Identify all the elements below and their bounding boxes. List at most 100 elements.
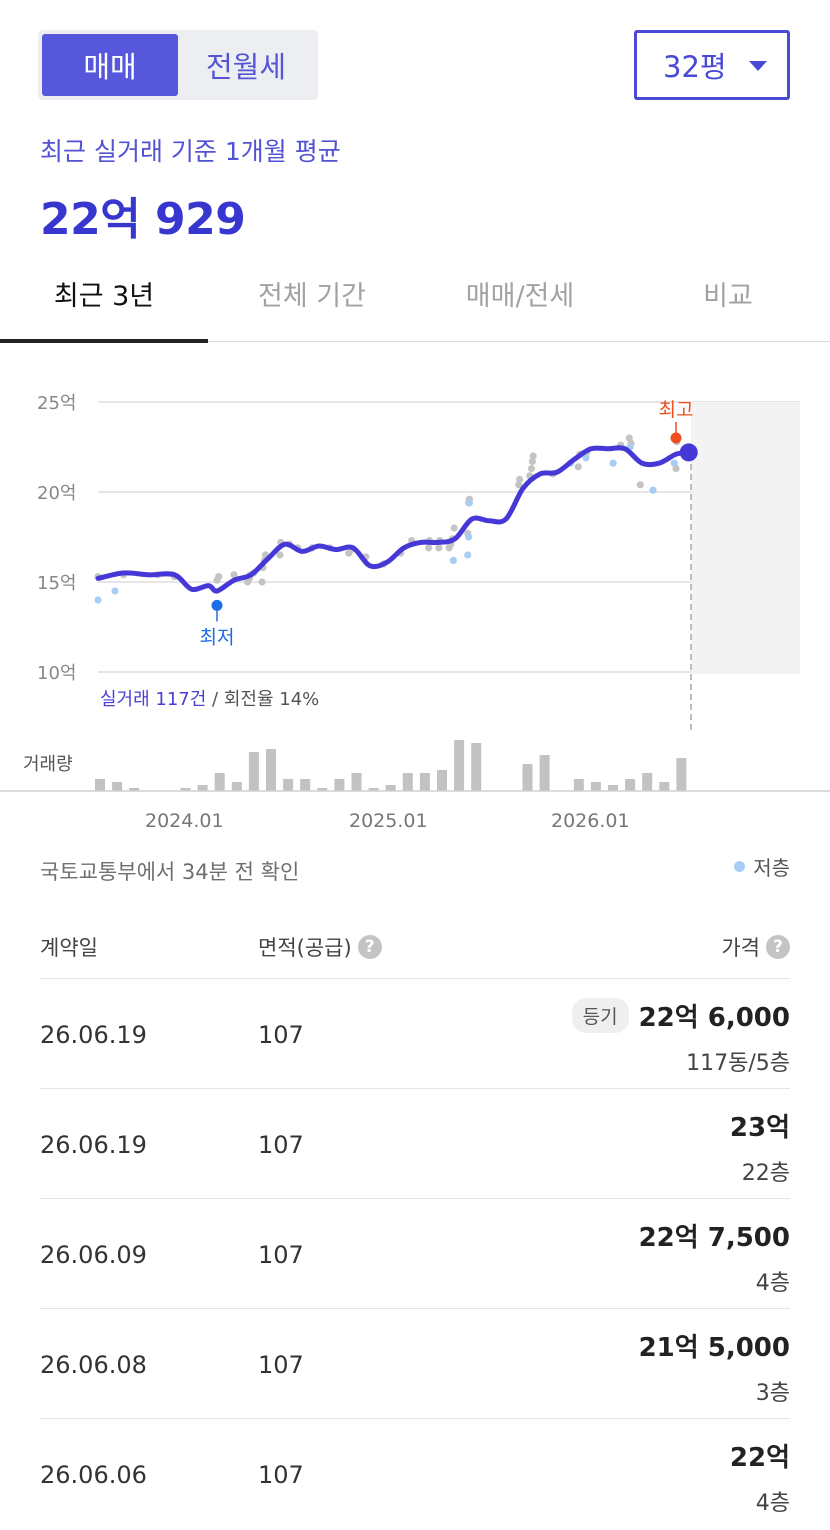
row-area: 107 [258,1461,304,1489]
deal-point [516,475,524,483]
turnover-rate: / 회전율 14% [206,689,319,710]
x-tick-label: 2024.01 [145,810,224,832]
deal-point [527,465,536,473]
y-tick-label: 10억 [37,663,76,684]
header-area: 면적(공급) ? [258,932,382,962]
registered-badge: 등기 [571,998,629,1033]
x-tick-label: 2025.01 [349,810,428,832]
row-price-value: 22억 [729,1443,790,1473]
volume-bar [368,788,379,791]
volume-bar [402,773,413,791]
caret-down-icon [749,61,767,71]
average-price-value: 22억 929 [40,194,246,245]
deal-point [435,544,443,552]
volume-bar [283,779,294,791]
row-area: 107 [258,1241,304,1269]
size-select[interactable]: 32평 [634,30,790,100]
row-area: 107 [258,1351,304,1379]
row-price: 22억 [730,1437,790,1474]
low-floor-deal-point [464,551,472,559]
volume-label: 거래량 [23,754,73,775]
row-date: 26.06.19 [40,1131,147,1159]
volume-bar [471,743,482,791]
tab-sale-jeonse[interactable]: 매매/전세 [465,281,575,312]
volume-bar [300,779,311,791]
table-row[interactable]: 26.06.06 107 22억 4층 [40,1418,790,1528]
low-floor-deal-point [465,533,473,541]
max-price-point[interactable] [670,432,682,444]
deal-point [625,434,633,442]
volume-bar [317,788,328,791]
table-row[interactable]: 26.06.19 107 등기 22억 6,000 117동/5층 [40,978,790,1088]
table-row[interactable]: 26.06.19 107 23억 22층 [40,1088,790,1198]
header-price: 가격 ? [721,932,790,962]
tab-all-period[interactable]: 전체 기간 [258,281,366,312]
volume-bar [112,782,123,791]
deal-point [276,551,284,559]
deal-point [425,544,433,552]
volume-bar [676,758,687,791]
help-icon[interactable]: ? [357,935,382,959]
volume-bar [266,749,276,791]
trade-type-toggle: 매매 전월세 [38,30,318,100]
table-row[interactable]: 26.06.09 107 22억 7,500 4층 [40,1198,790,1308]
table-row[interactable]: 26.06.08 107 21억 5,000 3층 [40,1308,790,1418]
low-floor-deal-point [465,499,474,507]
row-floor: 3층 [755,1381,790,1406]
row-area: 107 [258,1131,304,1159]
header-contract-date-label: 계약일 [40,936,98,960]
volume-bar [625,779,636,791]
deal-count: 실거래 117건 [100,689,206,710]
row-price-value: 22억 7,500 [638,1223,790,1253]
deal-count-summary: 실거래 117건 / 회전율 14% [100,689,319,710]
rent-toggle-button[interactable]: 전월세 [205,50,287,84]
deal-point [515,481,523,489]
low-floor-deal-point [582,454,590,462]
volume-bar [180,788,191,791]
price-trend-line [95,445,692,594]
header-contract-date: 계약일 [40,932,98,962]
row-floor: 22층 [741,1161,790,1186]
low-floor-deal-point [94,596,102,604]
price-chart[interactable]: 25억 20억 15억 10억 최고 최저 실거래 117건 / 회전율 14%… [0,360,830,800]
min-price-point[interactable] [211,599,223,611]
volume-bar [197,785,208,791]
size-select-value: 32평 [663,50,727,84]
volume-bar [454,740,465,791]
volume-bar [522,764,533,791]
row-floor: 4층 [755,1491,790,1516]
low-floor-deal-point [670,459,678,467]
volume-bar [573,779,584,791]
row-price: 22억 7,500 [639,1217,790,1254]
volume-bar [214,773,225,791]
tab-recent-3-years[interactable]: 최근 3년 [53,281,155,312]
volume-bar [385,785,396,791]
volume-bar [231,782,242,791]
x-tick-label: 2026.01 [551,810,630,832]
row-price: 등기 22억 6,000 [571,997,790,1034]
help-icon[interactable]: ? [766,935,790,959]
row-date: 26.06.19 [40,1021,147,1049]
row-date: 26.06.08 [40,1351,147,1379]
header-area-label: 면적(공급) [258,936,352,960]
row-date: 26.06.09 [40,1241,147,1269]
row-floor: 4층 [755,1271,790,1296]
active-tab-indicator [0,339,208,343]
y-tick-label: 15억 [37,573,76,594]
low-floor-deal-point [449,556,457,564]
row-price-value: 21억 5,000 [638,1333,790,1363]
current-price-point[interactable] [679,443,698,462]
y-tick-label: 25억 [37,393,76,414]
deal-point [574,463,582,471]
deal-point [528,457,536,465]
sale-toggle-button[interactable]: 매매 [42,34,178,96]
low-floor-deal-point [111,587,119,595]
volume-bar [129,788,140,791]
data-source-note: 국토교통부에서 34분 전 확인 [40,860,300,884]
low-floor-deal-point [649,486,657,494]
deal-point [450,524,458,532]
volume-bar [419,773,430,791]
row-area: 107 [258,1021,304,1049]
tab-compare[interactable]: 비교 [703,281,753,312]
deal-point [672,465,680,473]
